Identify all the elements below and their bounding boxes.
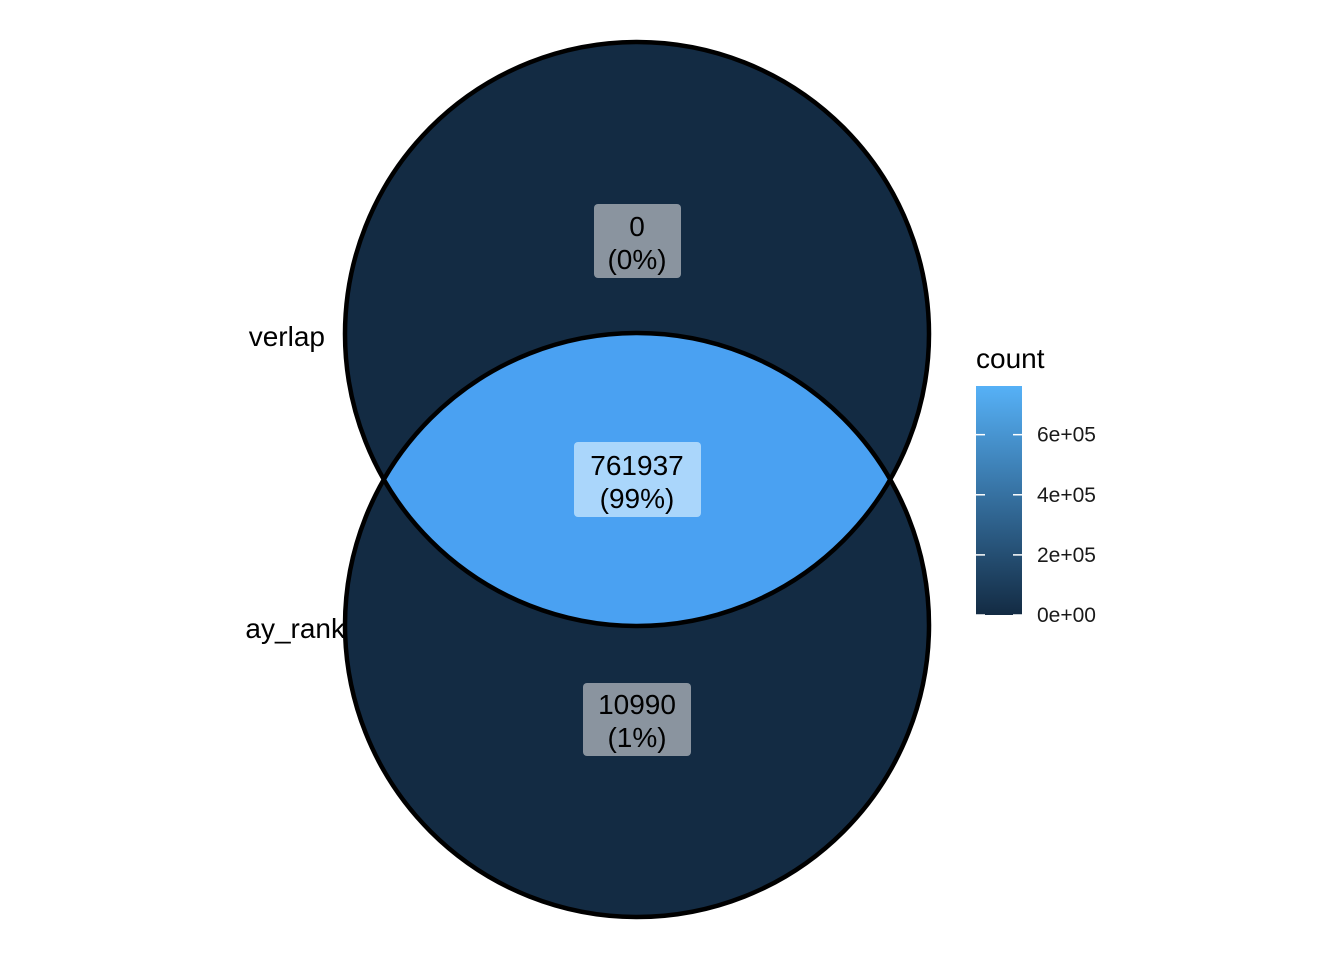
region-count: 10990 xyxy=(598,689,676,720)
legend-tick-label: 0e+00 xyxy=(1037,604,1096,627)
set-name-top: verlap xyxy=(249,321,325,352)
legend-tick-label: 4e+05 xyxy=(1037,484,1096,507)
region-count: 761937 xyxy=(590,450,683,481)
legend-ticks: 0e+00 2e+05 4e+05 6e+05 xyxy=(976,424,1096,627)
region-label-bottom-only: 10990 (1%) xyxy=(583,683,691,756)
region-label-intersection: 761937 (99%) xyxy=(574,442,701,517)
set-outline-bottom xyxy=(342,330,932,920)
legend-colorbar xyxy=(976,386,1022,615)
set-name-bottom: ay_rank xyxy=(245,613,346,644)
region-label-box xyxy=(594,204,681,278)
region-percent: (0%) xyxy=(607,244,666,275)
set-outline-top xyxy=(342,39,932,629)
region-percent: (1%) xyxy=(607,722,666,753)
region-label-box xyxy=(574,442,701,517)
legend-tick-label: 6e+05 xyxy=(1037,424,1096,447)
legend-title: count xyxy=(976,343,1045,374)
region-percent: (99%) xyxy=(600,483,675,514)
region-label-box xyxy=(583,683,691,756)
region-count: 0 xyxy=(629,211,645,242)
legend-tick-label: 2e+05 xyxy=(1037,544,1096,567)
color-legend: count 0e+00 2e+05 4e+05 6e+05 xyxy=(976,343,1096,627)
region-label-top-only: 0 (0%) xyxy=(594,204,681,278)
